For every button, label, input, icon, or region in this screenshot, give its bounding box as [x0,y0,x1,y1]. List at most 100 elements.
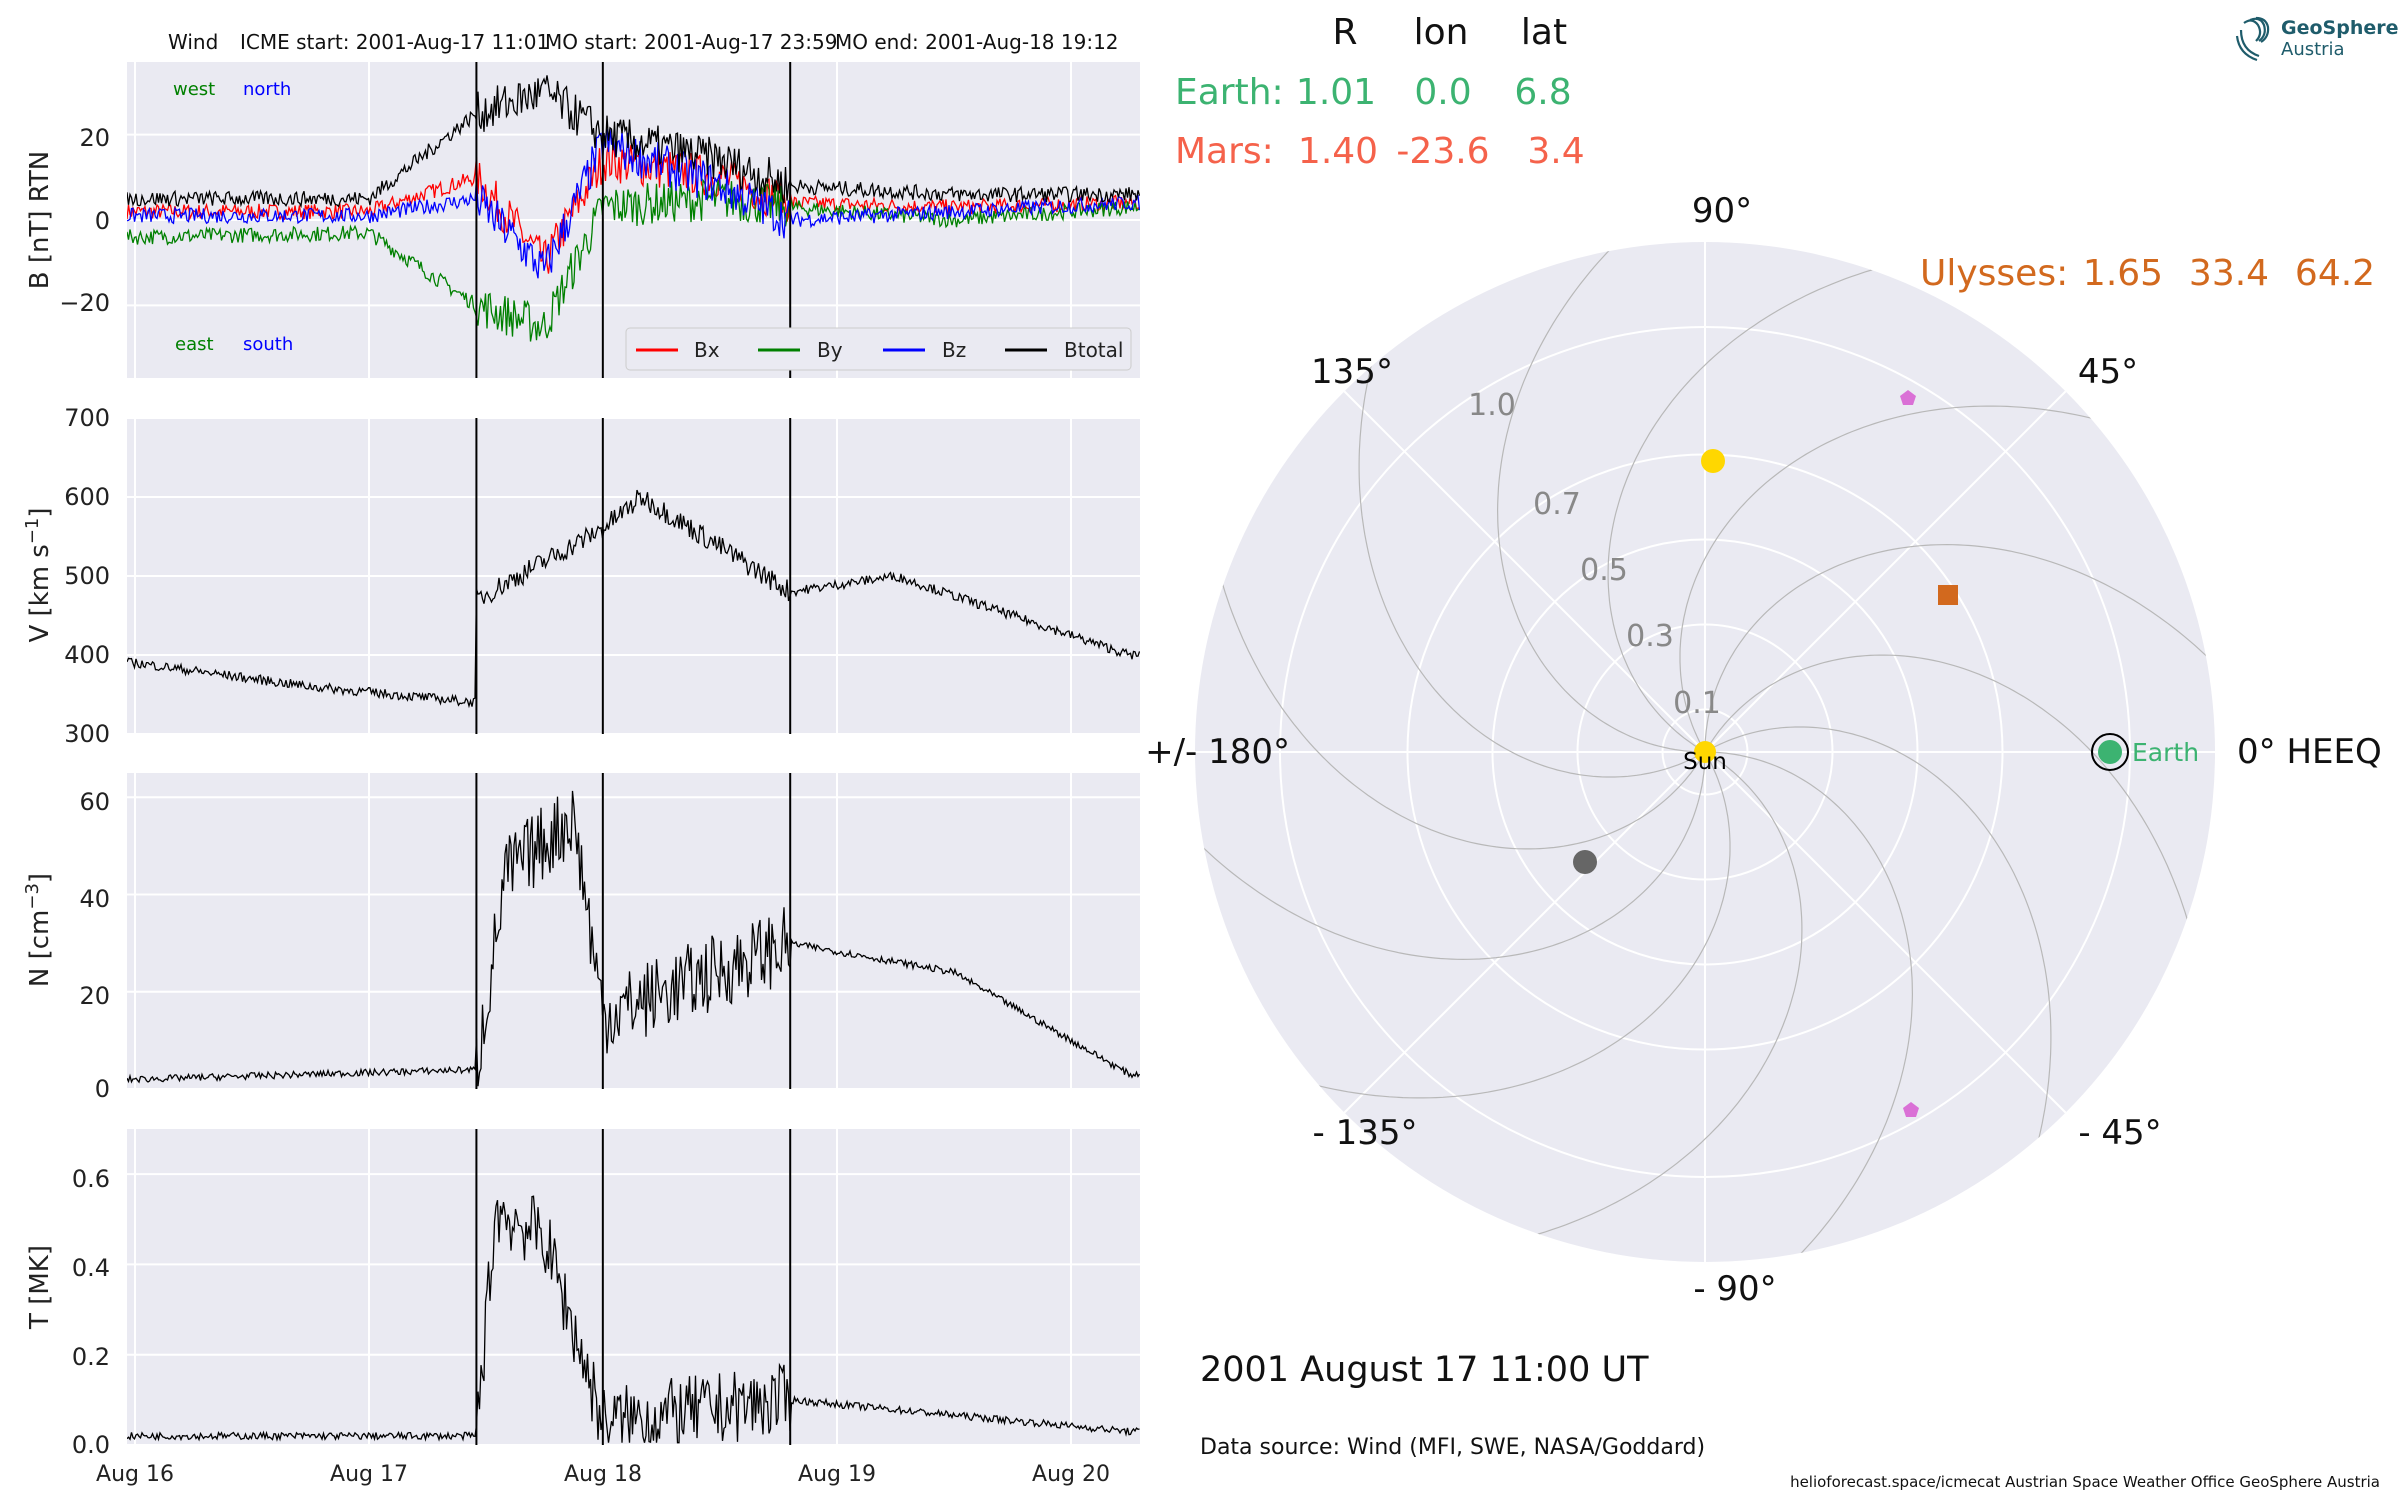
earth-r: 1.01 [1296,72,1376,113]
annot-east: east [175,334,214,355]
b-trace-btotal [127,75,1140,209]
title-mo-end: MO end: 2001-Aug-18 19:12 [835,30,1119,54]
radial-label: 0.1 [1673,686,1721,721]
logo-line2: Austria [2281,39,2345,60]
sun-label: Sun [1683,749,1727,775]
gray-body-marker [1573,850,1597,874]
b-ytick: 20 [79,124,110,152]
logo-line1: GeoSphere [2281,17,2399,39]
time-series-traces [127,75,1140,1444]
t-ytick: 0.4 [72,1254,110,1282]
logo-swirl-icon [2235,16,2270,62]
b-ytick: 0 [95,207,110,235]
parker-spiral-line [1496,242,1796,753]
v-ytick: 700 [64,404,110,432]
plot-title: Wind ICME start: 2001-Aug-17 11:01 MO st… [168,30,1119,54]
earth-lat: 6.8 [1514,72,1571,113]
ulysses-row-label: Ulysses: [1920,253,2068,294]
v-ytick: 500 [64,562,110,590]
ulysses-marker [1938,585,1958,605]
header-lat: lat [1521,12,1567,53]
title-mo-start: MO start: 2001-Aug-17 23:59 [545,30,837,54]
polar-angle-spoke [1343,390,1706,753]
v-ylabel-main: V [km s [25,544,55,642]
ulysses-lon: 33.4 [2189,253,2269,294]
density-trace [127,790,1140,1087]
v-ytick: 300 [64,720,110,748]
geosphere-logo: GeoSphere Austria [2235,16,2399,62]
header-r: R [1332,12,1357,53]
b-yticks: 20 0 −20 [59,124,110,317]
radial-label: 1.0 [1468,388,1516,423]
polar-angle-spoke [1704,751,2067,1114]
ulysses-pentagon-upper [1900,390,1916,405]
polar-angle-spoke [1343,751,1706,1114]
t-ylabel: T [MK] [25,1245,55,1330]
polar-radial-labels: 1.0 0.7 0.5 0.3 0.1 [1468,388,1721,721]
angle-label-180: +/- 180° [1145,732,1290,772]
n-ylabel-main: N [cm [25,910,55,987]
mars-lon: -23.6 [1396,131,1489,172]
v-yticks: 700 600 500 400 300 [64,404,110,748]
x-tick: Aug 16 [96,1462,174,1487]
angle-label-neg45: - 45° [2078,1113,2161,1153]
mars-r: 1.40 [1298,131,1378,172]
earth-row-label: Earth: [1175,72,1284,113]
parker-spiral-line [1704,543,2215,843]
b-trace-bz [127,128,1140,279]
n-ylabel-sup: −3 [22,883,43,910]
polar-angle-labels: 90° 45° 0° HEEQ - 45° - 90° - 135° +/- 1… [1145,191,2382,1309]
legend-bx: Bx [694,338,720,362]
n-ytick: 40 [79,885,110,913]
legend-box [625,327,1132,371]
v-ytick: 400 [64,641,110,669]
t-ytick: 0.2 [72,1343,110,1371]
earth-marker [2098,740,2122,764]
angle-label-neg135: - 135° [1313,1113,1418,1153]
n-ylabel: N [cm−3] [22,873,55,987]
n-yticks: 60 40 20 0 [79,788,110,1103]
angle-label-neg90: - 90° [1693,1269,1776,1309]
radial-label: 0.5 [1580,553,1628,588]
t-ytick: 0.6 [72,1165,110,1193]
velocity-trace [127,489,1140,709]
yellow-body-marker [1701,449,1725,473]
radial-label: 0.7 [1533,487,1581,522]
temperature-trace [127,1195,1140,1444]
title-spacecraft: Wind [168,30,218,54]
data-source-text: Data source: Wind (MFI, SWE, NASA/Goddar… [1200,1435,1705,1460]
polar-angle-spoke [1704,390,2067,753]
n-ylabel-end: ] [25,873,55,883]
n-ytick: 60 [79,788,110,816]
v-ylabel-end: ] [25,507,55,517]
mars-lat: 3.4 [1527,131,1584,172]
n-ytick: 20 [79,982,110,1010]
polar-bodies: Sun Earth [1573,390,2199,1117]
t-ytick: 0.0 [72,1431,110,1459]
b-ylabel: B [nT] RTN [25,151,55,290]
x-tick: Aug 19 [798,1462,876,1487]
angle-label-135: 135° [1311,352,1393,392]
ulysses-pentagon-lower [1903,1102,1919,1117]
b-legend: Bx By Bz Btotal [625,327,1132,371]
annot-south: south [243,334,293,355]
v-ytick: 600 [64,483,110,511]
annot-north: north [243,79,291,100]
date-text: 2001 August 17 11:00 UT [1200,1350,1649,1390]
earth-label: Earth [2132,738,2199,767]
v-ylabel-sup: −1 [22,518,43,545]
positions-table: R lon lat Earth: 1.01 0.0 6.8 Mars: 1.40… [1175,12,2375,294]
legend-by: By [817,338,843,362]
annot-west: west [173,79,215,100]
b-ytick: −20 [59,289,110,317]
x-tick: Aug 17 [330,1462,408,1487]
parker-spiral-line [1614,751,1914,1262]
parker-spiral-line [1195,661,1706,961]
sun-marker [1694,741,1716,763]
radial-label: 0.3 [1626,619,1674,654]
legend-bz: Bz [942,338,966,362]
x-tick: Aug 20 [1032,1462,1110,1487]
angle-label-0: 0° HEEQ [2237,732,2382,772]
x-ticks: Aug 16 Aug 17 Aug 18 Aug 19 Aug 20 [96,1462,1110,1487]
